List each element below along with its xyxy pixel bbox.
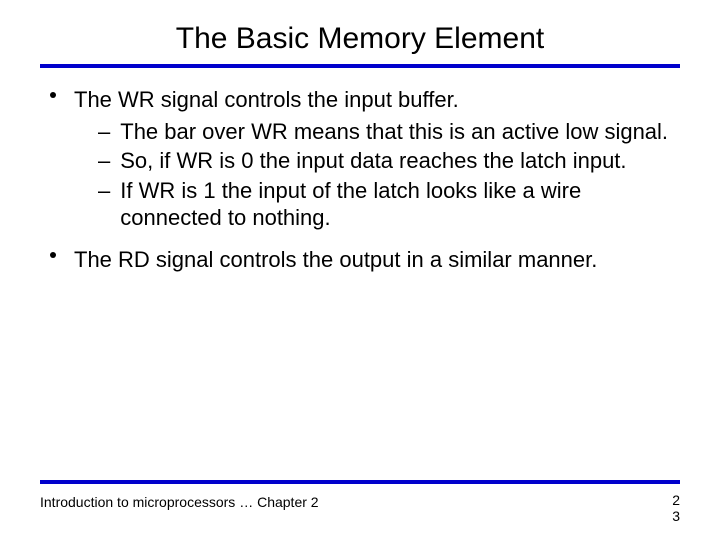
slide-title: The Basic Memory Element (40, 22, 680, 56)
bullet-item: The RD signal controls the output in a s… (50, 246, 670, 274)
bullet-dot-icon (50, 252, 56, 258)
slide: The Basic Memory Element The WR signal c… (0, 0, 720, 540)
dash-icon: – (98, 177, 110, 205)
sub-list: – The bar over WR means that this is an … (98, 118, 670, 232)
sub-item: – The bar over WR means that this is an … (98, 118, 670, 146)
bullet-text: The RD signal controls the output in a s… (74, 246, 597, 274)
title-rule (40, 64, 680, 68)
sub-text: The bar over WR means that this is an ac… (120, 118, 668, 146)
footer-text: Introduction to microprocessors … Chapte… (40, 494, 319, 510)
sub-text: So, if WR is 0 the input data reaches th… (120, 147, 626, 175)
sub-item: – So, if WR is 0 the input data reaches … (98, 147, 670, 175)
dash-icon: – (98, 118, 110, 146)
bullet-text: The WR signal controls the input buffer. (74, 86, 459, 114)
dash-icon: – (98, 147, 110, 175)
sub-text: If WR is 1 the input of the latch looks … (120, 177, 670, 232)
content-area: The WR signal controls the input buffer.… (40, 86, 680, 273)
footer-rule (40, 480, 680, 484)
page-number-top: 2 (672, 493, 680, 508)
bullet-item: The WR signal controls the input buffer. (50, 86, 670, 114)
page-number: 2 3 (672, 493, 680, 524)
page-number-bottom: 3 (672, 509, 680, 524)
bullet-dot-icon (50, 92, 56, 98)
sub-item: – If WR is 1 the input of the latch look… (98, 177, 670, 232)
